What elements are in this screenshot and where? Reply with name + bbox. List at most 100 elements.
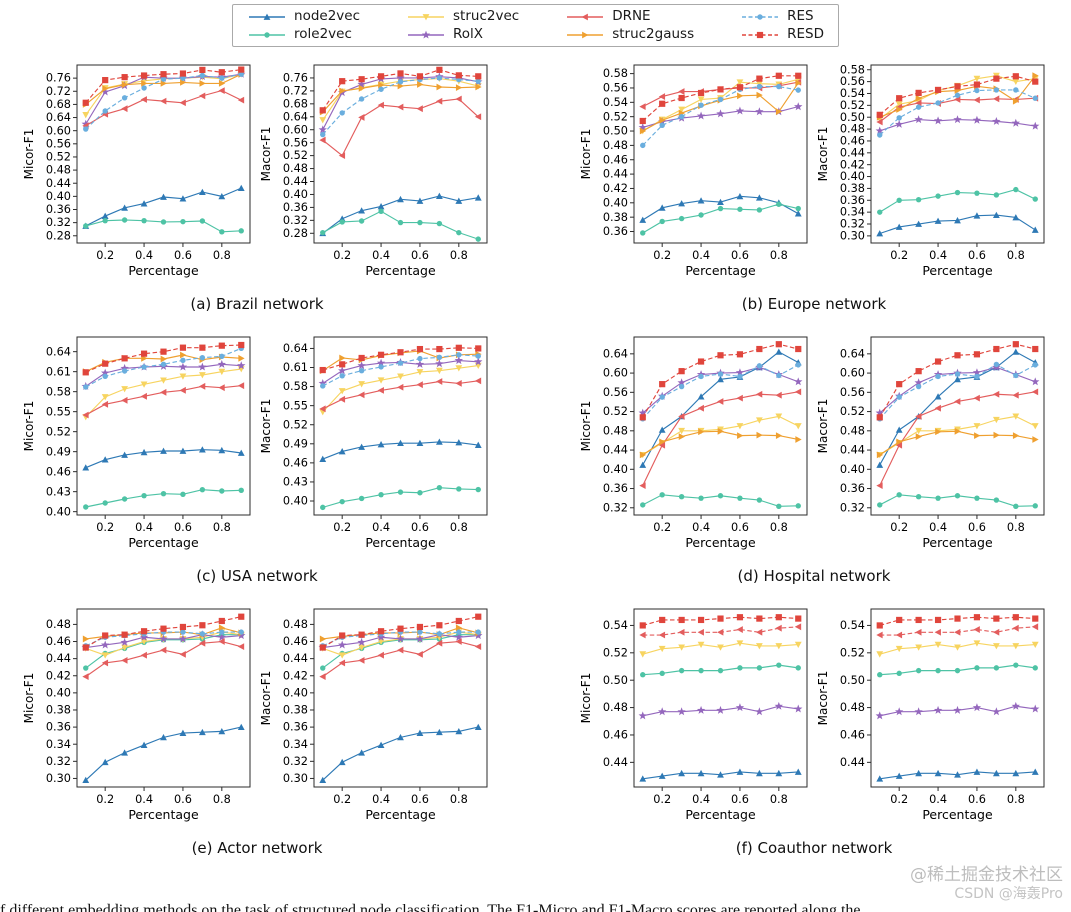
svg-text:0.68: 0.68: [46, 98, 71, 111]
svg-text:0.44: 0.44: [46, 652, 71, 665]
svg-text:0.38: 0.38: [46, 704, 71, 717]
svg-text:0.50: 0.50: [840, 111, 865, 124]
svg-text:0.36: 0.36: [283, 721, 308, 734]
svg-text:0.8: 0.8: [770, 793, 788, 806]
svg-text:Macor-F1: Macor-F1: [816, 127, 830, 182]
svg-text:0.46: 0.46: [603, 729, 628, 742]
svg-text:0.58: 0.58: [283, 380, 308, 393]
svg-text:0.8: 0.8: [213, 521, 231, 534]
svg-text:0.6: 0.6: [174, 521, 192, 534]
svg-text:0.4: 0.4: [929, 521, 947, 534]
watermark-csdn: CSDN @海轰Pro: [954, 886, 1063, 902]
svg-text:0.8: 0.8: [450, 249, 468, 262]
svg-text:Percentage: Percentage: [922, 263, 993, 278]
svg-text:0.48: 0.48: [840, 123, 865, 136]
svg-text:0.32: 0.32: [46, 755, 71, 768]
svg-text:0.42: 0.42: [46, 669, 71, 682]
svg-text:0.6: 0.6: [968, 793, 986, 806]
svg-text:0.4: 0.4: [372, 249, 390, 262]
legend-entry-struc2gauss: struc2gauss: [565, 26, 694, 43]
svg-text:0.8: 0.8: [213, 249, 231, 262]
svg-text:Micor-F1: Micor-F1: [579, 129, 593, 180]
svg-text:0.54: 0.54: [603, 96, 628, 109]
svg-text:0.40: 0.40: [840, 463, 865, 476]
svg-text:0.38: 0.38: [283, 704, 308, 717]
caption-actor: (e) Actor network: [191, 839, 323, 857]
svg-text:0.61: 0.61: [283, 361, 308, 374]
chart-usa-micro: 0.40 0.43 0.46 0.49 0.52 0.55 0.58 0.61 0.64 0.2 0…: [20, 327, 257, 565]
chart-actor-macro: 0.30 0.32 0.34 0.36 0.38 0.40 0.42 0.44 0.46 0.48…: [257, 599, 494, 837]
svg-text:0.44: 0.44: [283, 652, 308, 665]
svg-text:0.6: 0.6: [968, 249, 986, 262]
caption-usa: (c) USA network: [196, 567, 318, 585]
svg-text:0.8: 0.8: [1007, 793, 1025, 806]
svg-text:0.2: 0.2: [890, 521, 908, 534]
svg-text:0.68: 0.68: [283, 97, 308, 110]
svg-text:0.56: 0.56: [46, 137, 71, 150]
svg-text:0.54: 0.54: [840, 87, 865, 100]
svg-text:0.4: 0.4: [692, 249, 710, 262]
svg-text:0.40: 0.40: [46, 505, 71, 518]
svg-text:0.48: 0.48: [46, 164, 71, 177]
figure-group-europe: 0.36 0.38 0.40 0.42 0.44 0.46 0.48 0.50 0.52 0.54…: [577, 55, 1051, 313]
legend-label: RESD: [787, 26, 824, 42]
svg-text:0.32: 0.32: [603, 501, 628, 514]
svg-text:0.44: 0.44: [46, 177, 71, 190]
legend-label: struc2gauss: [612, 26, 695, 42]
figure-grid: 0.28 0.32 0.36 0.40 0.44 0.48 0.52 0.56 0.60 0.64…: [0, 55, 1071, 857]
legend-label: DRNE: [612, 8, 651, 24]
watermark-juejin: @稀土掘金技术社区: [910, 865, 1063, 885]
svg-text:Micor-F1: Micor-F1: [22, 401, 36, 452]
svg-text:Percentage: Percentage: [922, 807, 993, 822]
svg-text:0.60: 0.60: [283, 123, 308, 136]
svg-text:0.55: 0.55: [283, 399, 308, 412]
svg-text:0.48: 0.48: [603, 139, 628, 152]
svg-text:0.44: 0.44: [603, 168, 628, 181]
caption-europe: (b) Europe network: [741, 295, 887, 313]
svg-text:0.44: 0.44: [283, 175, 308, 188]
svg-text:0.42: 0.42: [840, 158, 865, 171]
legend-triangle-left-icon: [567, 13, 604, 20]
svg-text:0.34: 0.34: [46, 738, 71, 751]
svg-text:0.50: 0.50: [603, 674, 628, 687]
svg-text:Micor-F1: Micor-F1: [579, 401, 593, 452]
svg-text:0.4: 0.4: [929, 793, 947, 806]
svg-text:0.54: 0.54: [603, 619, 628, 632]
svg-text:Macor-F1: Macor-F1: [259, 671, 273, 726]
svg-text:0.36: 0.36: [603, 225, 628, 238]
svg-text:Micor-F1: Micor-F1: [22, 129, 36, 180]
svg-text:0.50: 0.50: [840, 674, 865, 687]
svg-text:0.4: 0.4: [929, 249, 947, 262]
legend-label: role2vec: [294, 26, 352, 42]
svg-text:0.61: 0.61: [46, 365, 71, 378]
legend-star-icon: [408, 30, 445, 39]
svg-text:0.34: 0.34: [840, 206, 865, 219]
svg-text:0.40: 0.40: [840, 170, 865, 183]
svg-text:0.40: 0.40: [603, 196, 628, 209]
svg-text:0.32: 0.32: [840, 218, 865, 231]
figure-group-actor: 0.30 0.32 0.34 0.36 0.38 0.40 0.42 0.44 0.46 0.48…: [20, 599, 494, 857]
svg-text:0.46: 0.46: [840, 135, 865, 148]
svg-text:0.4: 0.4: [692, 793, 710, 806]
svg-text:0.36: 0.36: [46, 203, 71, 216]
svg-text:0.44: 0.44: [603, 756, 628, 769]
svg-text:0.30: 0.30: [46, 772, 71, 785]
svg-text:Macor-F1: Macor-F1: [816, 399, 830, 454]
svg-text:0.42: 0.42: [283, 669, 308, 682]
svg-text:0.2: 0.2: [96, 521, 114, 534]
figure-caption-clipped: f different embedding methods on the tas…: [0, 902, 861, 912]
figure-row-3: 0.30 0.32 0.34 0.36 0.38 0.40 0.42 0.44 0.46 0.48…: [20, 599, 1051, 857]
svg-text:0.28: 0.28: [283, 227, 308, 240]
svg-text:0.8: 0.8: [450, 521, 468, 534]
figure-row-1: 0.28 0.32 0.36 0.40 0.44 0.48 0.52 0.56 0.60 0.64…: [20, 55, 1051, 313]
svg-text:Percentage: Percentage: [685, 807, 756, 822]
svg-text:0.6: 0.6: [174, 793, 192, 806]
figure-group-coauthor: 0.44 0.46 0.48 0.50 0.52 0.54 0.2 0.4 0.6 0.8 Mico…: [577, 599, 1051, 857]
svg-text:0.40: 0.40: [603, 463, 628, 476]
svg-text:0.8: 0.8: [770, 249, 788, 262]
caption-hospital: (d) Hospital network: [737, 567, 891, 585]
svg-text:0.4: 0.4: [135, 249, 153, 262]
legend-entry-RES: RES: [740, 8, 824, 25]
svg-text:0.46: 0.46: [46, 465, 71, 478]
figure-group-brazil: 0.28 0.32 0.36 0.40 0.44 0.48 0.52 0.56 0.60 0.64…: [20, 55, 494, 313]
